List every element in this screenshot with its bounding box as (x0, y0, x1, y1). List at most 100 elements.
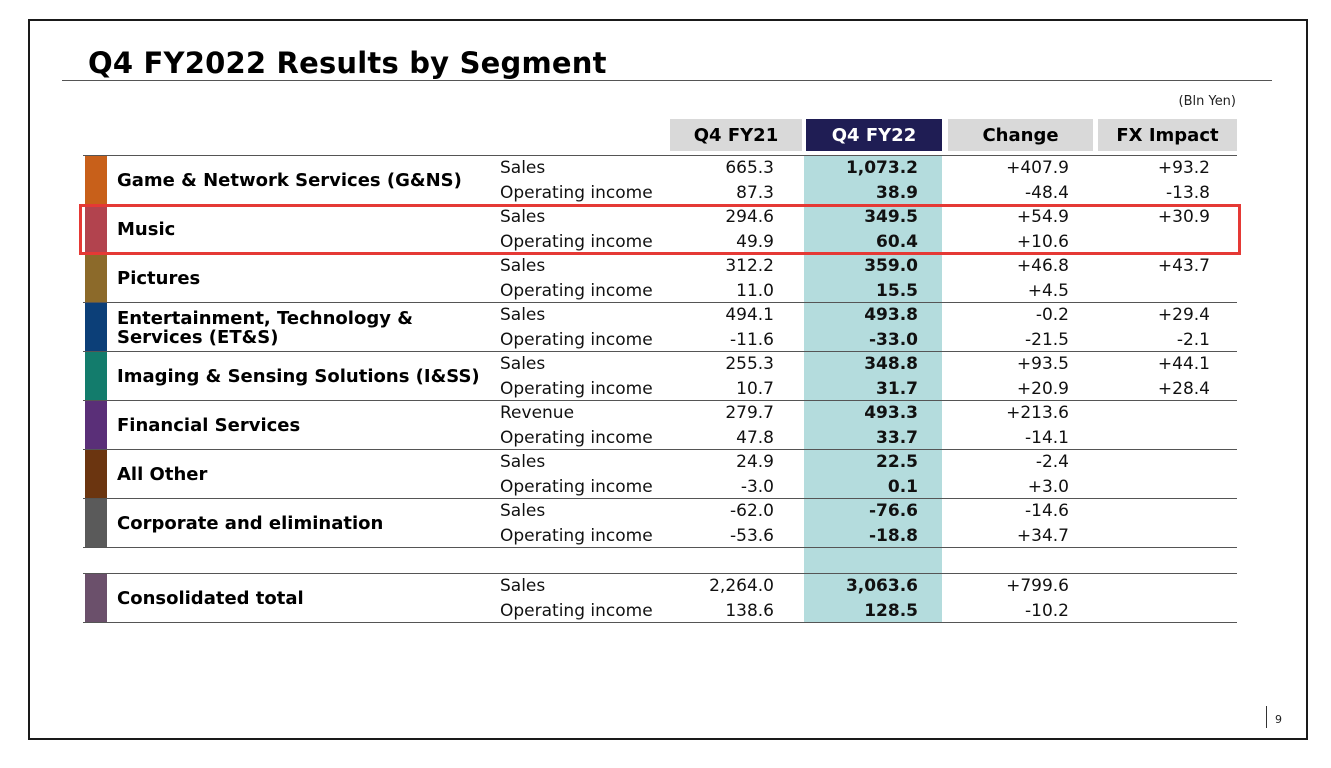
segment-row-music: Music Sales 294.6 349.5 +54.9 +30.9 Operating … (0, 205, 1331, 254)
value-change: +54.9 (1016, 207, 1069, 227)
segment-row-all-other: All Other Sales 24.9 22.5 -2.4 Operating inco… (0, 450, 1331, 499)
value-q4-fy21: 494.1 (725, 305, 774, 325)
row-label: Sales (500, 256, 546, 276)
value-fx-impact: +93.2 (1157, 158, 1210, 178)
segment-name: Entertainment, Technology & Services (ET… (117, 307, 413, 348)
title-divider (62, 80, 1272, 81)
column-header-change: Change (948, 119, 1093, 151)
value-change: +34.7 (1016, 526, 1069, 546)
value-q4-fy21: 665.3 (725, 158, 774, 178)
value-q4-fy21: -53.6 (730, 526, 774, 546)
value-q4-fy21: 87.3 (736, 183, 774, 203)
value-fx-impact: -2.1 (1176, 330, 1210, 350)
segment-color-swatch (85, 450, 107, 499)
value-change: +3.0 (1027, 477, 1069, 497)
value-change: +10.6 (1016, 232, 1069, 252)
value-change: -48.4 (1025, 183, 1069, 203)
value-q4-fy22: 349.5 (864, 207, 918, 227)
page-number-divider (1266, 706, 1267, 728)
value-change: +407.9 (1006, 158, 1069, 178)
value-fx-impact: +43.7 (1157, 256, 1210, 276)
value-q4-fy22: 22.5 (876, 452, 918, 472)
value-q4-fy21: 255.3 (725, 354, 774, 374)
row-label: Operating income (500, 232, 653, 252)
row-label: Operating income (500, 330, 653, 350)
value-q4-fy22: -76.6 (869, 501, 918, 521)
value-change: +93.5 (1016, 354, 1069, 374)
row-label: Operating income (500, 281, 653, 301)
value-fx-impact: -13.8 (1166, 183, 1210, 203)
segment-row-pictures: Pictures Sales 312.2 359.0 +46.8 +43.7 Operati… (0, 254, 1331, 303)
total-top-rule (83, 573, 1237, 574)
value-q4-fy21: 10.7 (736, 379, 774, 399)
value-q4-fy22: 31.7 (876, 379, 918, 399)
value-change: +20.9 (1016, 379, 1069, 399)
table-top-rule (83, 155, 1237, 156)
segment-color-swatch (85, 499, 107, 548)
row-divider (83, 547, 1237, 548)
row-divider (83, 622, 1237, 623)
segment-color-swatch (85, 205, 107, 254)
row-label: Operating income (500, 526, 653, 546)
segment-name: Pictures (117, 268, 201, 289)
column-header-q4-fy22: Q4 FY22 (806, 119, 942, 151)
q4-fy22-highlight-column (804, 155, 942, 623)
value-change: -21.5 (1025, 330, 1069, 350)
row-label: Revenue (500, 403, 575, 423)
row-label: Sales (500, 452, 546, 472)
value-change: +213.6 (1006, 403, 1069, 423)
page-number: 9 (1275, 713, 1282, 726)
row-label: Sales (500, 576, 546, 596)
value-q4-fy22: -18.8 (869, 526, 918, 546)
row-divider (83, 302, 1237, 303)
value-q4-fy21: 11.0 (736, 281, 774, 301)
value-q4-fy21: 2,264.0 (709, 576, 774, 596)
value-q4-fy21: 49.9 (736, 232, 774, 252)
segment-name: Music (117, 219, 176, 240)
value-q4-fy21: -11.6 (730, 330, 774, 350)
segment-color-swatch (85, 303, 107, 352)
consolidated-total-row: Consolidated total Sales 2,264.0 3,063.6 +79… (0, 574, 1331, 623)
unit-label: (Bln Yen) (1178, 94, 1237, 109)
value-q4-fy21: 138.6 (725, 601, 774, 621)
slide-frame (28, 19, 1308, 740)
value-q4-fy22: 348.8 (864, 354, 918, 374)
value-fx-impact: +28.4 (1157, 379, 1210, 399)
value-fx-impact: +44.1 (1157, 354, 1210, 374)
segment-color-swatch (85, 574, 107, 623)
segment-color-swatch (85, 254, 107, 303)
music-selection-box[interactable] (79, 204, 1241, 255)
value-q4-fy22: -33.0 (869, 330, 918, 350)
row-label: Sales (500, 158, 546, 178)
row-label: Operating income (500, 601, 653, 621)
segment-color-swatch (85, 401, 107, 450)
value-change: -14.1 (1025, 428, 1069, 448)
value-q4-fy22: 3,063.6 (845, 576, 918, 596)
segment-color-swatch (85, 352, 107, 401)
value-q4-fy21: -62.0 (730, 501, 774, 521)
segment-name: Consolidated total (117, 588, 304, 609)
value-q4-fy22: 60.4 (876, 232, 918, 252)
segment-name: Game & Network Services (G&NS) (117, 170, 462, 191)
row-label: Sales (500, 501, 546, 521)
value-change: -14.6 (1025, 501, 1069, 521)
value-q4-fy21: 294.6 (725, 207, 774, 227)
value-q4-fy22: 0.1 (887, 477, 918, 497)
row-divider (83, 351, 1237, 352)
row-label: Operating income (500, 477, 653, 497)
segment-row-game-network-services-g-ns: Game & Network Services (G&NS) Sales 665.3… (0, 156, 1331, 205)
segment-row-financial-services: Financial Services Revenue 279.7 493.3 +213.… (0, 401, 1331, 450)
value-change: -0.2 (1035, 305, 1069, 325)
value-change: -10.2 (1025, 601, 1069, 621)
segment-name: Corporate and elimination (117, 513, 384, 534)
value-q4-fy21: 24.9 (736, 452, 774, 472)
segment-color-swatch (85, 156, 107, 205)
row-label: Sales (500, 207, 546, 227)
segment-name: Financial Services (117, 415, 301, 436)
row-divider (83, 400, 1237, 401)
value-q4-fy21: 47.8 (736, 428, 774, 448)
segment-row-entertainment-technology-services-et-s: Entertainment, Technology & Services (ET… (0, 303, 1331, 352)
value-q4-fy22: 15.5 (876, 281, 918, 301)
value-q4-fy21: 279.7 (725, 403, 774, 423)
row-divider (83, 498, 1237, 499)
